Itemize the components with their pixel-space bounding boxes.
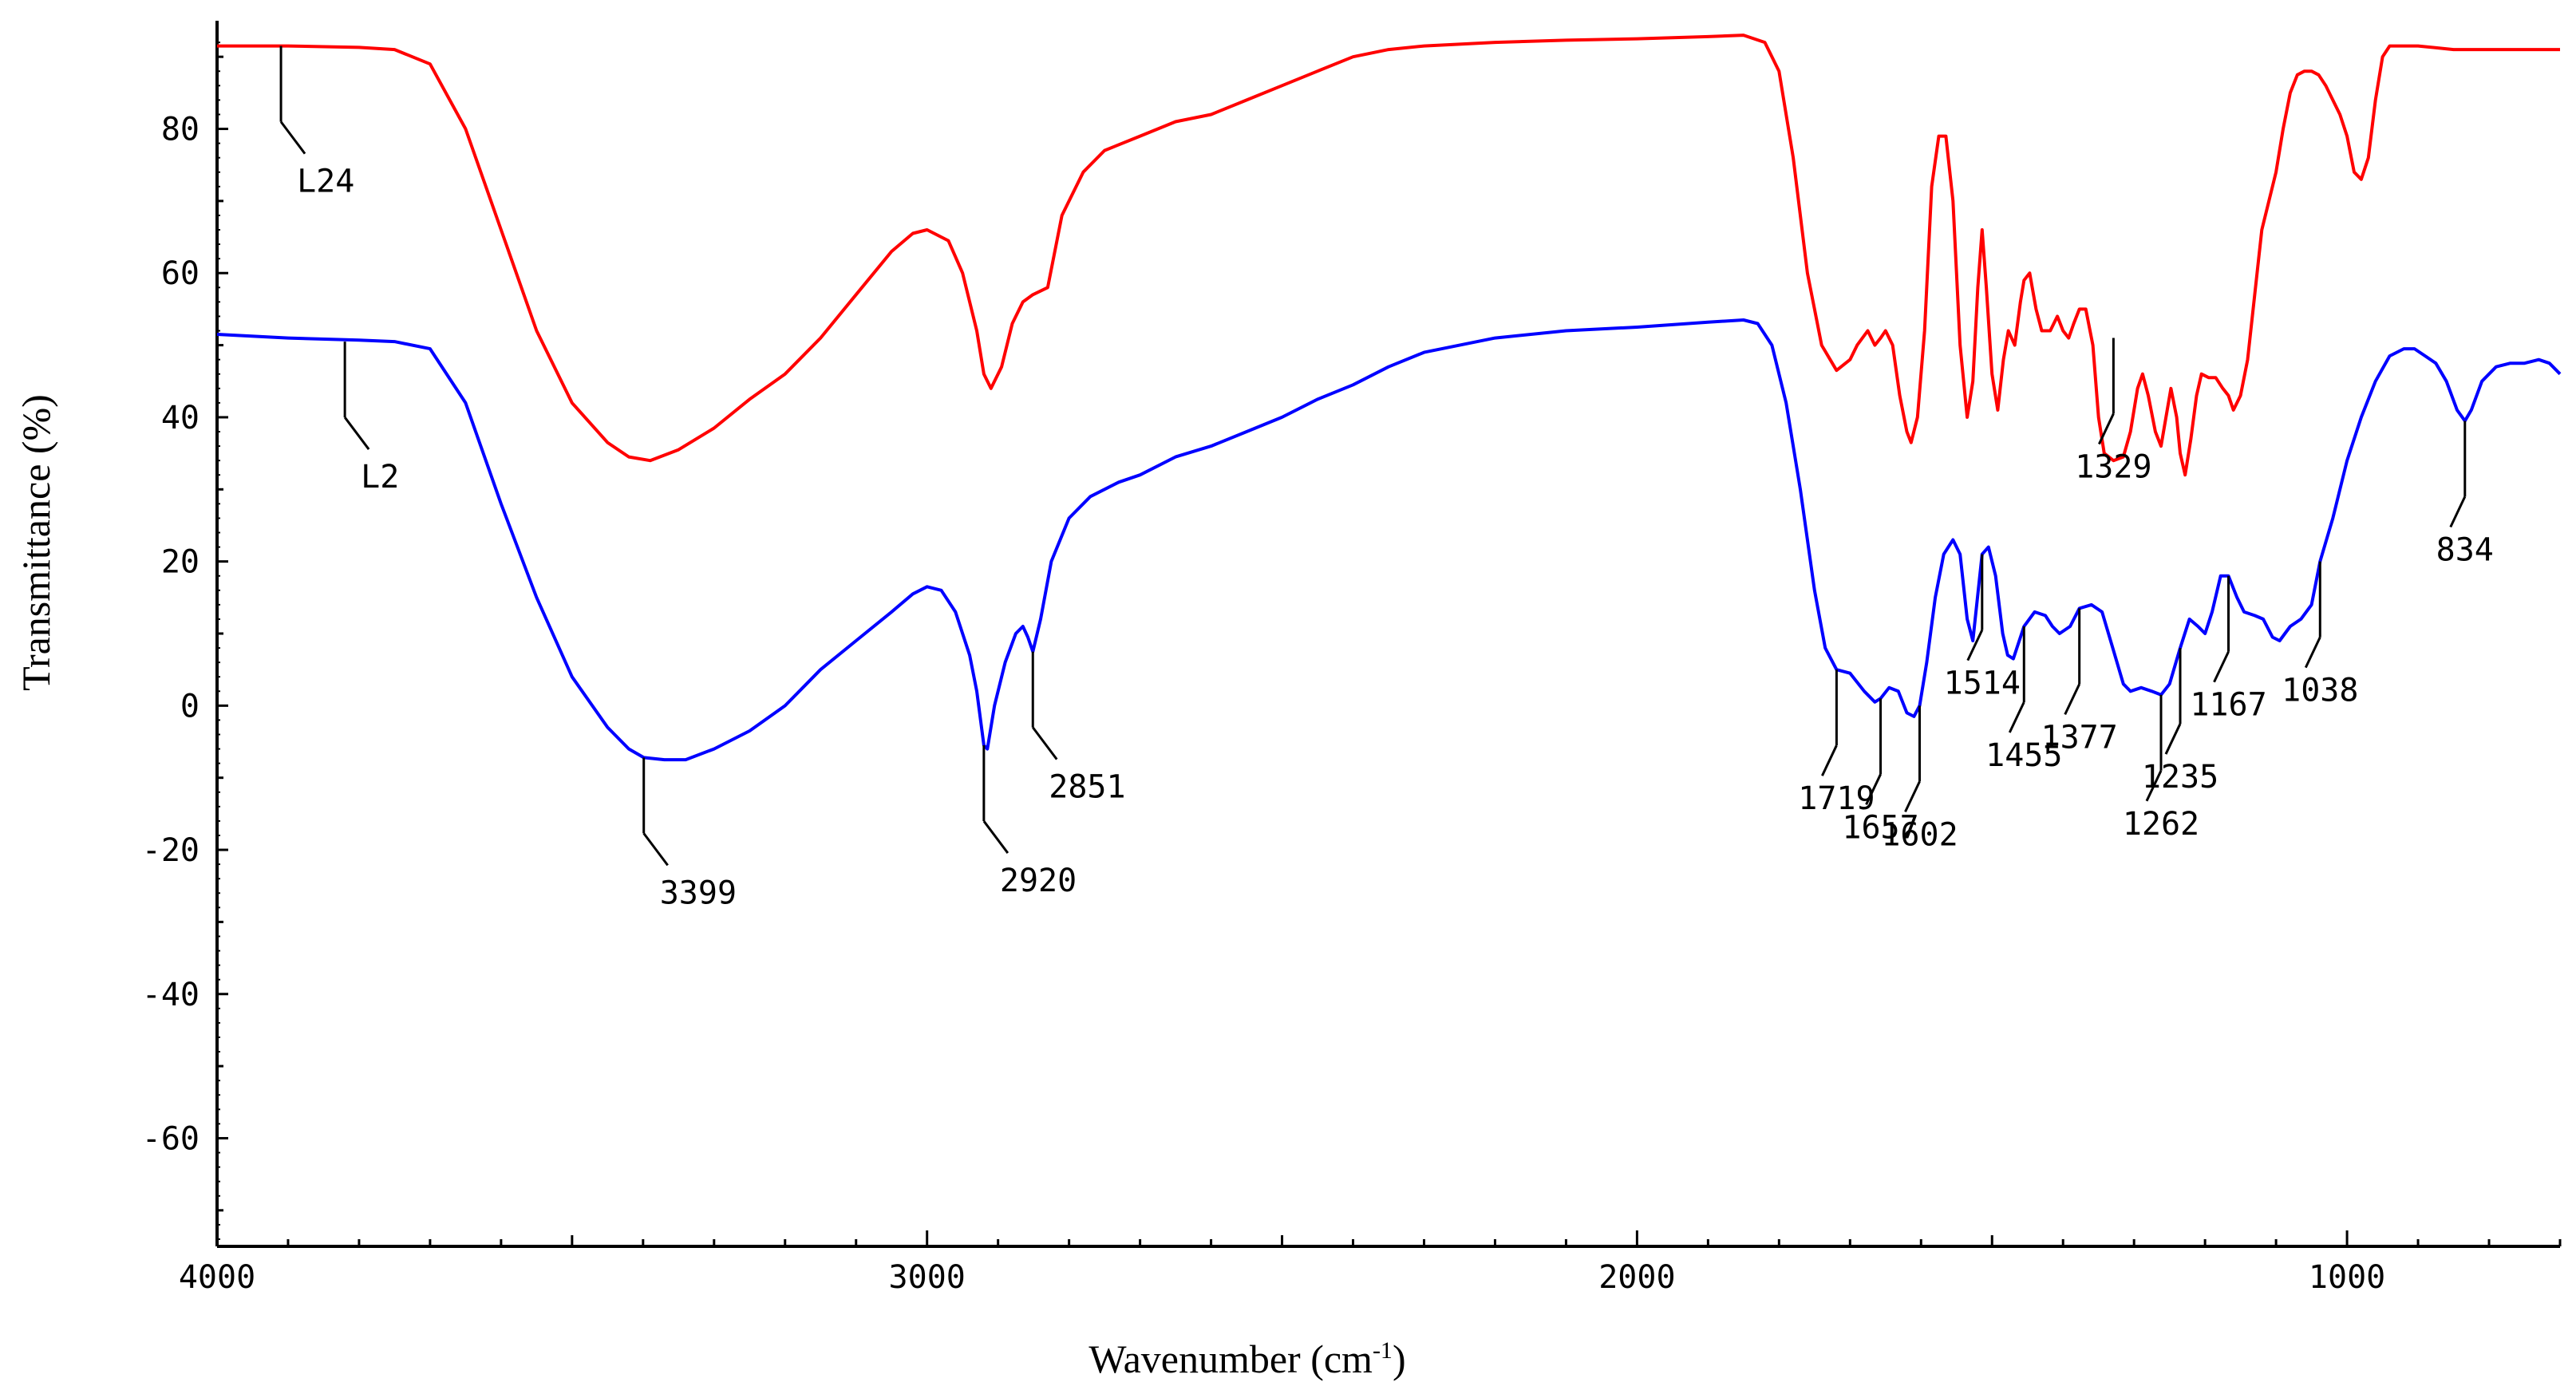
y-axis-title: Transmittance (%) bbox=[14, 394, 58, 691]
peak-leader-tail bbox=[642, 832, 669, 867]
x-tick-label: 3000 bbox=[889, 1259, 966, 1296]
peak-leader-tail bbox=[1966, 629, 1984, 661]
x-axis-title: Wavenumber (cm-1) bbox=[1088, 1337, 1405, 1381]
peak-leader-tail bbox=[1032, 726, 1058, 760]
y-ticks: -60 -40 -20 0 20 40 60 80 bbox=[142, 41, 228, 1240]
peak-leader-tail bbox=[1821, 744, 1838, 776]
x-axis-title-main: Wavenumber (cm bbox=[1088, 1337, 1373, 1381]
peak-leader-tail bbox=[279, 120, 306, 155]
peak-leader-tail bbox=[982, 820, 1009, 854]
peak-label: 1377 bbox=[2041, 719, 2118, 756]
peak-leader-tail bbox=[2213, 651, 2230, 683]
peak-leader-tail bbox=[2449, 496, 2467, 528]
y-tick-label: 60 bbox=[161, 255, 200, 292]
peak-label: 1455 bbox=[1985, 737, 2062, 774]
y-tick-label: -40 bbox=[142, 977, 200, 1013]
y-tick-label: 40 bbox=[161, 400, 200, 436]
peak-leader-tail bbox=[1865, 773, 1882, 805]
peak-label: 1719 bbox=[1798, 780, 1875, 817]
y-tick-label: 80 bbox=[161, 112, 200, 148]
peak-label: 1235 bbox=[2142, 759, 2218, 796]
x-tick-label: 4000 bbox=[179, 1259, 255, 1296]
peak-leader-tail bbox=[2098, 413, 2115, 445]
peak-leader-tail bbox=[2064, 683, 2081, 716]
peak-label: 2920 bbox=[1000, 863, 1077, 899]
x-tick-label: 1000 bbox=[2309, 1259, 2385, 1296]
x-axis-title-superscript: -1 bbox=[1373, 1337, 1393, 1364]
series-line-l2 bbox=[216, 318, 2562, 762]
axes: -60 -40 -20 0 20 40 60 80 4000 3000 2000 1000 bbox=[142, 21, 2562, 1296]
peak-leader-tail bbox=[2008, 701, 2025, 733]
peak-leader-tail bbox=[1904, 780, 1921, 812]
y-tick-label: 20 bbox=[161, 544, 200, 581]
x-tick-label: 2000 bbox=[1598, 1259, 1675, 1296]
x-ticks: 4000 3000 2000 1000 bbox=[179, 1230, 2562, 1296]
peak-label: L2 bbox=[361, 459, 399, 496]
peak-label: 1657 bbox=[1842, 809, 1918, 846]
peak-label: 1602 bbox=[1881, 816, 1958, 853]
peak-label: 1167 bbox=[2190, 687, 2266, 724]
y-tick-label: -20 bbox=[142, 832, 200, 869]
peak-label: 1038 bbox=[2282, 673, 2358, 709]
peak-label: 3399 bbox=[660, 875, 737, 911]
peak-label: 2851 bbox=[1049, 769, 1125, 806]
x-axis-title-close: ) bbox=[1393, 1337, 1406, 1381]
peak-leader-tail bbox=[2145, 770, 2163, 802]
peak-leader-tail bbox=[2304, 637, 2321, 669]
y-tick-label: -60 bbox=[142, 1120, 200, 1157]
peak-label: 834 bbox=[2436, 531, 2494, 568]
peak-label: 1329 bbox=[2075, 449, 2151, 486]
peak-label: L24 bbox=[297, 164, 354, 200]
series-line-l24 bbox=[217, 34, 2560, 477]
peak-leader-tail bbox=[2164, 723, 2182, 755]
y-tick-label: 0 bbox=[180, 688, 200, 725]
peak-label: 1514 bbox=[1944, 665, 2021, 702]
series-layer bbox=[216, 34, 2562, 762]
peak-label: 1262 bbox=[2123, 806, 2199, 843]
peak-leader-tail bbox=[343, 417, 370, 450]
